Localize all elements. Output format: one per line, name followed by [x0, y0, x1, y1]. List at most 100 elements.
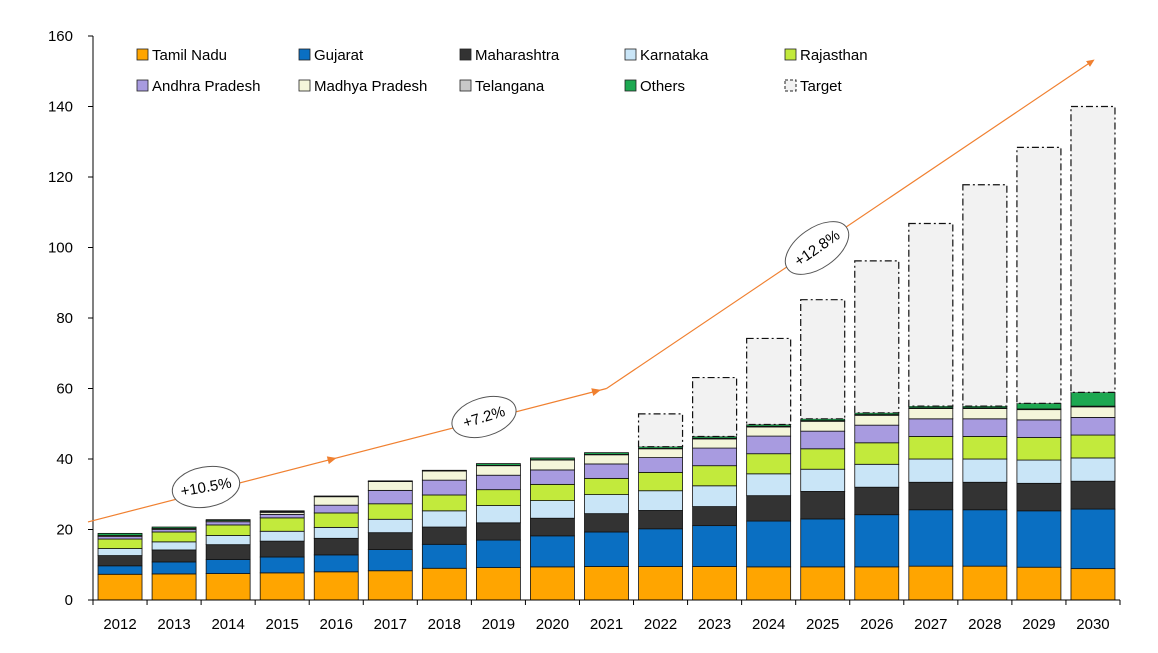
bar-karnataka-2013 [151, 541, 197, 551]
legend-swatch-karnataka [624, 48, 637, 61]
growth-ellipse [784, 221, 850, 275]
bar-maharashtra-2017 [367, 532, 413, 550]
y-tick-label: 160 [48, 28, 73, 45]
bar-gujarat-2020 [530, 535, 575, 568]
bar-tamil-nadu-2029 [1016, 566, 1062, 601]
legend-label-gujarat: Gujarat [314, 47, 364, 64]
bar-karnataka-2015 [259, 530, 305, 542]
bar-rajasthan-2014 [205, 524, 251, 536]
bar-andhra-pradesh-2026 [854, 424, 900, 444]
bar-tamil-nadu-2023 [692, 566, 738, 601]
bar-karnataka-2012 [97, 548, 143, 556]
bar-karnataka-2022 [638, 490, 683, 511]
bar-gujarat-2024 [746, 520, 792, 568]
bar-tamil-nadu-2028 [962, 565, 1008, 601]
bar-rajasthan-2026 [854, 442, 900, 465]
bar-gujarat-2023 [692, 525, 738, 567]
x-tick-label: 2028 [968, 616, 1001, 633]
bar-madhya-pradesh-2019 [475, 465, 521, 476]
y-tick-label: 100 [48, 240, 73, 257]
bar-karnataka-2020 [530, 500, 575, 519]
bar-target-2022 [637, 413, 684, 448]
bar-karnataka-2029 [1016, 459, 1062, 484]
bar-karnataka-2028 [962, 458, 1008, 483]
bar-karnataka-2016 [313, 526, 359, 539]
legend-swatch-maharashtra [459, 48, 472, 61]
bar-rajasthan-2028 [962, 436, 1008, 460]
bar-rajasthan-2016 [313, 512, 359, 528]
bar-andhra-pradesh-2021 [584, 463, 629, 479]
bar-tamil-nadu-2030 [1070, 568, 1116, 601]
x-tick-label: 2021 [590, 616, 623, 633]
legend-label-telangana: Telangana [475, 78, 545, 95]
bar-karnataka-2021 [584, 494, 629, 515]
x-tick-label: 2017 [374, 616, 407, 633]
x-tick-label: 2030 [1076, 616, 1109, 633]
bar-tamil-nadu-2015 [259, 572, 305, 601]
bar-tamil-nadu-2013 [151, 573, 197, 601]
legend-label-others: Others [640, 78, 685, 95]
bar-maharashtra-2013 [151, 549, 197, 563]
y-tick-label: 20 [56, 522, 73, 539]
bar-gujarat-2022 [638, 528, 683, 567]
bar-target-2027 [908, 222, 954, 407]
legend-swatch-madhya-pradesh [298, 79, 311, 92]
bar-karnataka-2030 [1070, 457, 1116, 482]
x-tick-label: 2012 [103, 616, 136, 633]
trend-arrowhead [326, 456, 337, 465]
legend-label-tamil-nadu: Tamil Nadu [152, 47, 227, 64]
bar-others-2030 [1070, 391, 1116, 407]
bar-madhya-pradesh-2027 [908, 408, 954, 420]
bar-tamil-nadu-2012 [97, 573, 143, 601]
bar-rajasthan-2025 [800, 448, 846, 470]
bar-maharashtra-2023 [692, 506, 738, 527]
bar-tamil-nadu-2024 [746, 566, 792, 601]
x-tick-label: 2015 [265, 616, 298, 633]
x-tick-label: 2013 [157, 616, 190, 633]
bar-andhra-pradesh-2028 [962, 418, 1008, 437]
bar-tamil-nadu-2017 [367, 570, 413, 601]
bar-maharashtra-2022 [638, 510, 683, 530]
legend-label-rajasthan: Rajasthan [800, 47, 868, 64]
bar-gujarat-2018 [421, 543, 467, 569]
bar-rajasthan-2027 [908, 436, 954, 460]
bar-maharashtra-2026 [854, 486, 900, 516]
bar-others-2020 [530, 457, 575, 461]
bar-andhra-pradesh-2014 [205, 521, 251, 526]
growth-label-3: +12.8% [784, 221, 850, 275]
bar-karnataka-2014 [205, 535, 251, 546]
growth-ellipse [451, 395, 517, 439]
bar-gujarat-2026 [854, 514, 900, 568]
bar-rajasthan-2015 [259, 517, 305, 532]
bar-andhra-pradesh-2019 [475, 474, 521, 491]
trend-line-2021-2030 [606, 59, 1095, 389]
x-tick-label: 2022 [644, 616, 677, 633]
bar-rajasthan-2020 [530, 483, 575, 501]
bar-target-2028 [962, 184, 1008, 407]
bar-maharashtra-2025 [800, 491, 846, 520]
bar-madhya-pradesh-2024 [746, 426, 792, 437]
bar-others-2015 [259, 510, 305, 512]
bar-tamil-nadu-2019 [475, 567, 521, 601]
bar-gujarat-2012 [97, 565, 143, 575]
bar-gujarat-2019 [475, 539, 521, 568]
bar-rajasthan-2019 [475, 489, 521, 506]
bar-madhya-pradesh-2018 [421, 470, 467, 481]
growth-ellipse [171, 465, 241, 509]
bar-madhya-pradesh-2026 [854, 414, 900, 426]
bar-karnataka-2027 [908, 458, 954, 483]
legend-swatch-others [624, 79, 637, 92]
bar-rajasthan-2030 [1070, 434, 1116, 459]
bar-rajasthan-2017 [367, 503, 413, 520]
bar-gujarat-2028 [962, 509, 1008, 567]
bar-others-2026 [854, 412, 900, 415]
x-tick-label: 2023 [698, 616, 731, 633]
bar-andhra-pradesh-2022 [638, 457, 683, 473]
bar-rajasthan-2018 [421, 494, 467, 512]
bar-maharashtra-2021 [584, 513, 629, 533]
bar-rajasthan-2013 [151, 531, 197, 543]
bar-maharashtra-2019 [475, 522, 521, 541]
legend-label-karnataka: Karnataka [640, 47, 709, 64]
bar-maharashtra-2030 [1070, 480, 1116, 510]
x-tick-label: 2016 [320, 616, 353, 633]
